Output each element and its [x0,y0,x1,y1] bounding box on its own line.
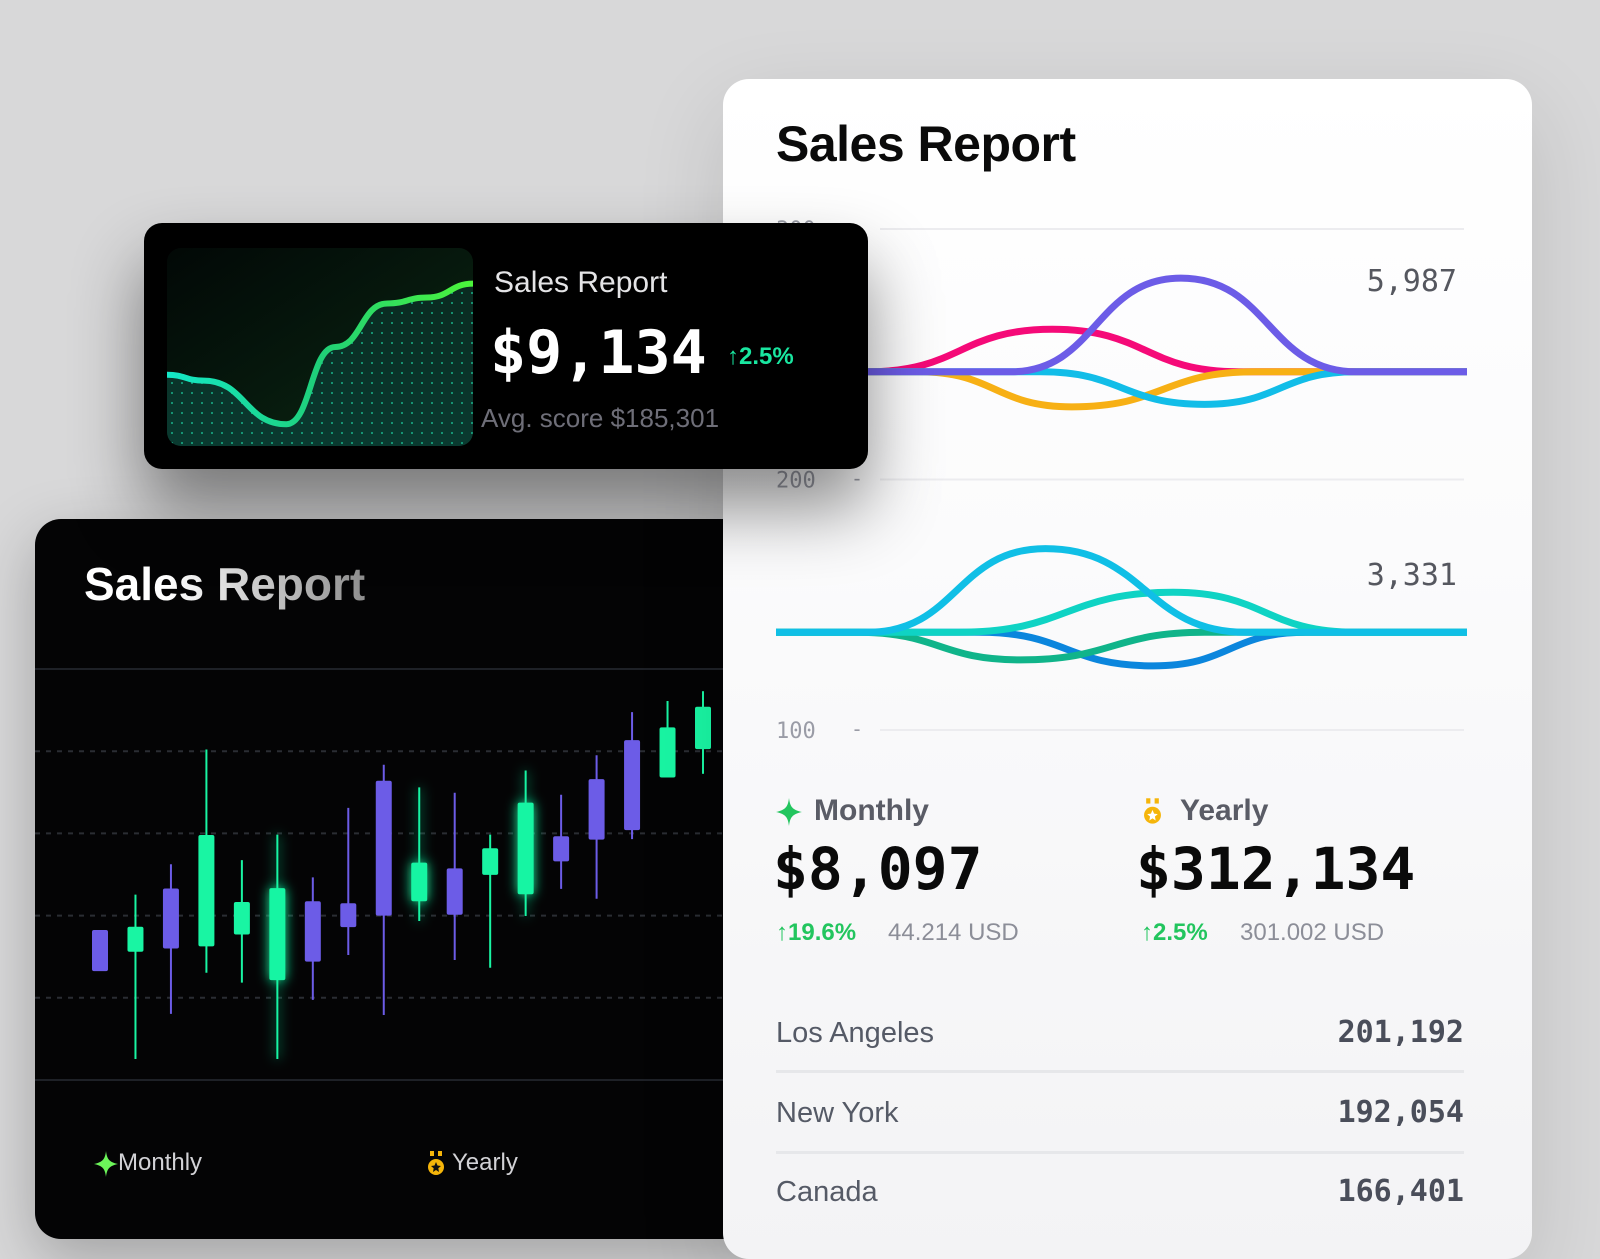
stat-yearly-label: Yearly [1180,794,1269,827]
y-tick-label: 100 [776,719,816,744]
candle-body [269,888,286,981]
candle [411,787,428,921]
stat-yearly-usd: 301.002 USD [1240,919,1385,946]
row-label-los-angeles: Los Angeles [776,1017,935,1049]
candle [269,834,286,1060]
y-tick-label: 200 [776,469,816,494]
candle-body [588,779,605,840]
medal-icon [428,1151,444,1175]
candle-body [411,862,428,902]
sales-change: ↑2.5% [727,343,794,370]
series-annotation-bottom: 3,331 [1366,558,1457,593]
sparkle-icon [94,1151,118,1177]
candle-body [517,802,534,895]
candle [553,794,570,889]
candle-body [304,901,321,962]
medal-icon [1143,798,1162,831]
candle-body [482,848,499,875]
candle-body [340,903,357,928]
candle [375,764,392,1016]
card-title: Sales Report [494,266,668,299]
candle [659,701,676,778]
sales-summary-card: Sales Report $9,134 ↑2.5% Avg. score $18… [144,223,868,469]
candle [482,834,499,968]
stat-monthly-value: $8,097 [773,835,983,903]
candlestick-card: Sales Report Monthly Yearly [35,519,795,1239]
candle-body [375,780,392,916]
candle-body [624,740,641,831]
series-line [776,274,1467,376]
series-annotation-top: 5,987 [1366,264,1457,299]
sparkline-chart [167,248,473,446]
candle [198,749,215,973]
candle [588,755,605,899]
y-tick-dash: - [851,717,863,741]
series-line [776,325,1467,376]
sparkle-icon [776,798,802,831]
candle-body [127,926,144,952]
candle-body [446,868,463,915]
candle [446,792,463,960]
row-divider [776,1151,1464,1154]
candle-body [695,706,711,750]
candle [624,712,641,840]
sparkline-thumbnail [167,248,473,446]
candle [340,807,357,956]
series-line [775,628,1467,670]
candle [517,770,534,917]
card-title: Sales Report [84,558,366,610]
stat-monthly-change: ↑19.6% [776,919,857,946]
stat-monthly-usd: 44.214 USD [888,919,1019,946]
row-value-los-angeles: 201,192 [1337,1015,1464,1050]
candle-body [162,888,179,949]
candle [92,929,108,972]
candle-body [92,929,108,972]
candle-body [553,836,570,862]
stat-yearly-change: ↑2.5% [1141,919,1208,946]
legend-monthly-label: Monthly [118,1149,203,1176]
candle [233,860,250,983]
card-title: Sales Report [776,116,1076,172]
row-divider [776,1070,1464,1073]
sales-value: $9,134 [490,318,707,388]
candlestick-chart [35,668,735,1081]
series-line [775,545,1467,636]
candle [127,894,144,1060]
candle [162,864,179,1014]
row-label-canada: Canada [776,1176,878,1208]
legend-yearly-label: Yearly [452,1149,518,1176]
row-label-new-york: New York [776,1097,899,1129]
y-tick-dash: - [851,467,863,491]
candle [695,691,711,774]
legend-monthly [94,1151,118,1182]
candle-body [198,835,215,947]
series-line [775,628,1467,664]
row-value-canada: 166,401 [1337,1174,1464,1209]
candle-body [659,727,676,778]
legend-yearly [427,1151,445,1182]
stat-monthly-label: Monthly [814,794,929,827]
sparkline-line [167,280,473,428]
candle [304,877,321,1000]
stat-yearly-value: $312,134 [1136,835,1416,903]
row-value-new-york: 192,054 [1337,1095,1464,1130]
candle-body [233,902,250,935]
avg-score: Avg. score $185,301 [481,403,720,433]
series-line [775,588,1467,636]
